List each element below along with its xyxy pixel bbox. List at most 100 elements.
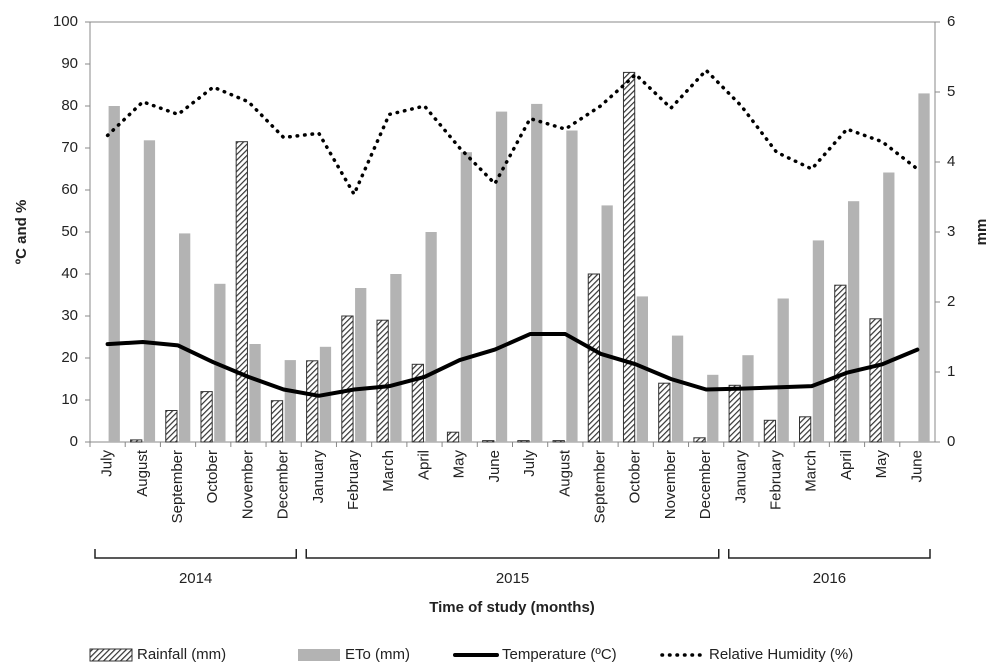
bar: [495, 111, 508, 442]
bar: [658, 382, 671, 443]
bar: [601, 205, 613, 442]
bar: [517, 440, 530, 443]
year-bracket: [305, 549, 720, 559]
bar: [446, 431, 460, 443]
x-tick-label: April: [838, 450, 855, 480]
x-tick-label: November: [662, 450, 679, 519]
x-tick-label: January: [310, 450, 327, 504]
x-tick-label: August: [556, 449, 573, 497]
bar: [355, 288, 367, 442]
bar: [622, 71, 636, 443]
bar: [200, 391, 213, 443]
x-tick-label: April: [415, 450, 432, 480]
bar: [284, 360, 296, 442]
y-tick-label: 0: [70, 433, 78, 450]
bar: [306, 360, 319, 443]
bar: [165, 410, 178, 443]
y2-tick-label: 2: [947, 293, 955, 310]
y2-tick-label: 0: [947, 433, 955, 450]
bar: [847, 201, 860, 442]
x-tick-label: December: [697, 450, 714, 519]
bar: [918, 93, 930, 443]
y-tick-label: 20: [61, 349, 78, 366]
bar: [270, 400, 284, 443]
bar: [763, 419, 777, 443]
bar: [812, 240, 825, 442]
y-tick-label: 70: [61, 139, 78, 156]
x-tick-label: January: [732, 450, 749, 504]
x-tick-label: September: [591, 450, 608, 523]
line: [105, 68, 920, 196]
y2-tick-label: 4: [947, 153, 955, 170]
y-tick-label: 50: [61, 223, 78, 240]
y-tick-label: 80: [61, 97, 78, 114]
bar: [108, 106, 120, 442]
legend-label: Relative Humidity (%): [709, 646, 853, 663]
y-tick-label: 30: [61, 307, 78, 324]
x-tick-label: July: [521, 450, 538, 477]
y-tick-label: 10: [61, 391, 78, 408]
y2-axis-title: mm: [973, 219, 990, 246]
x-tick-label: June: [486, 450, 503, 483]
legend-label: Temperature (ºC): [502, 646, 617, 663]
bar: [411, 363, 424, 443]
bar: [390, 274, 402, 442]
bar: [834, 284, 847, 443]
bar: [376, 319, 389, 443]
y2-tick-label: 1: [947, 363, 955, 380]
legend-swatch: [298, 649, 340, 661]
y-tick-label: 60: [61, 181, 78, 198]
x-tick-label: February: [345, 450, 362, 511]
bar: [235, 141, 248, 443]
bar: [869, 318, 882, 443]
bar: [249, 344, 261, 442]
x-tick-label: February: [768, 450, 785, 511]
x-tick-label: March: [803, 450, 820, 492]
x-tick-label: September: [169, 450, 186, 523]
x-tick-label: October: [627, 450, 644, 503]
bar: [566, 130, 578, 442]
bar: [742, 355, 754, 442]
x-tick-label: August: [134, 449, 151, 497]
bar: [130, 439, 143, 443]
x-tick-label: October: [204, 450, 221, 503]
year-bracket: [728, 549, 931, 559]
bar: [707, 374, 719, 442]
y-axis-title: ºC and %: [13, 200, 30, 265]
x-tick-label: May: [451, 450, 468, 479]
bar: [341, 315, 354, 443]
x-tick-label: March: [380, 450, 397, 492]
bar: [587, 273, 601, 443]
bar: [425, 232, 437, 442]
x-tick-label: May: [873, 450, 890, 479]
bar: [799, 416, 812, 443]
line: [105, 332, 920, 398]
bar: [482, 440, 495, 443]
y2-tick-label: 3: [947, 223, 955, 240]
bar: [179, 233, 191, 442]
bar: [531, 103, 543, 443]
year-label: 2014: [179, 570, 212, 587]
x-tick-label: June: [908, 450, 925, 483]
bar: [460, 152, 472, 442]
legend-label: ETo (mm): [345, 646, 410, 663]
x-tick-label: July: [99, 450, 116, 477]
year-label: 2015: [496, 570, 529, 587]
bar: [693, 437, 706, 443]
bar: [143, 140, 156, 443]
x-axis-title: Time of study (months): [429, 599, 595, 616]
y-tick-label: 40: [61, 265, 78, 282]
bar: [728, 384, 741, 443]
y-tick-label: 100: [53, 13, 78, 30]
year-bracket: [94, 549, 297, 559]
y-tick-label: 90: [61, 55, 78, 72]
bar: [671, 335, 684, 442]
x-tick-label: December: [275, 450, 292, 519]
y2-tick-label: 5: [947, 83, 955, 100]
bar: [777, 298, 789, 442]
bar: [883, 172, 895, 442]
bar: [552, 440, 565, 443]
x-tick-label: November: [239, 450, 256, 519]
year-label: 2016: [813, 570, 846, 587]
